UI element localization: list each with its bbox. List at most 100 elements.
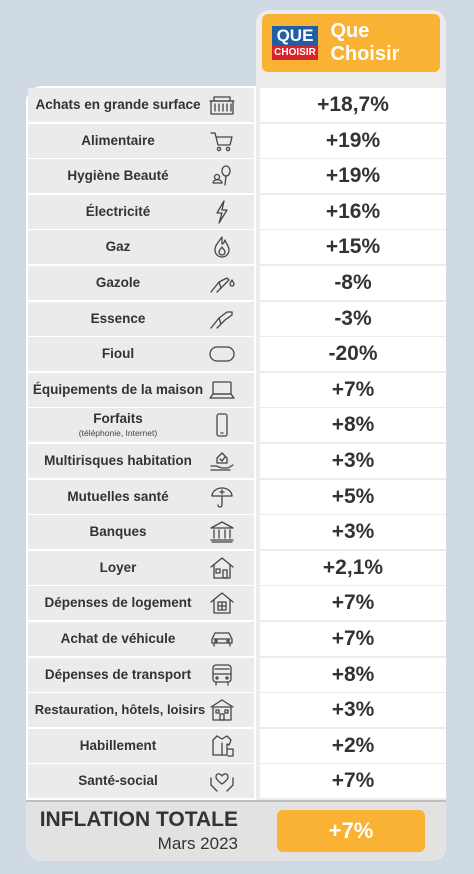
row-label: Achats en grande surface [32,88,204,122]
row-label: Alimentaire [32,124,204,158]
row-label-text: Restauration, hôtels, loisirs [34,701,206,717]
row-label-text: Achat de véhicule [60,630,176,646]
home-insurance-icon [208,448,236,474]
table-row: Restauration, hôtels, loisirs +3% [28,693,446,727]
row-label-text: Banques [89,523,147,539]
table-row: Hygiène Beauté +19% [28,159,446,193]
row-value: +3% [331,449,375,472]
row-label-cell [28,444,254,478]
row-label-text: Forfaits [93,410,143,426]
table-row: Équipements de la maison +7% [28,373,446,407]
row-label: Multirisques habitation [32,444,204,478]
table-row: Essence -3% [28,302,446,336]
logo-bottom-text: CHOISIR [272,46,318,60]
row-label-text: Essence [90,310,146,326]
row-label-cell [28,302,254,336]
table-row: Électricité +16% [28,195,446,229]
table-row: Gaz +15% [28,230,446,264]
row-label-text: Gaz [105,238,131,254]
table-row: Loyer +2,1% [28,551,446,585]
fuel-nozzle-icon [208,306,236,332]
row-value: -8% [334,271,372,294]
row-label-cell [28,373,254,407]
brand-header: QUE CHOISIR Que Choisir [262,14,440,72]
total-value: +7% [277,810,425,852]
row-value-cell [260,88,446,122]
row-value-cell [260,408,446,442]
row-value: +3% [331,520,375,543]
row-label-cell [28,551,254,585]
row-label: Restauration, hôtels, loisirs [30,693,210,727]
row-value: +7% [331,591,375,614]
table-row: Fioul -20% [28,337,446,371]
row-label-text: Loyer [99,559,137,575]
row-value: +7% [331,769,375,792]
beauty-products-icon [208,163,236,189]
table-row: Multirisques habitation +3% [28,444,446,478]
row-value: +8% [331,663,375,686]
total-subtitle: Mars 2023 [157,834,238,853]
laptop-icon [208,377,236,403]
flame-icon [208,234,236,260]
row-label-cell [28,230,254,264]
row-value-cell [260,586,446,620]
table-row: Achats en grande surface +18,7% [28,88,446,122]
row-value-cell [260,658,446,692]
row-value-cell [260,195,446,229]
row-value-cell [260,373,446,407]
row-label-text: Achats en grande surface [35,96,201,112]
row-value: +19% [325,129,381,152]
bus-icon [208,662,236,688]
row-label-text: Habillement [79,737,157,753]
row-label-cell [28,266,254,300]
row-label: Achat de véhicule [32,622,204,656]
row-label: Dépenses de transport [32,658,204,692]
row-value: +18,7% [317,93,389,116]
row-label: Banques [32,515,204,549]
health-umbrella-icon [208,484,236,510]
row-label-cell [28,408,254,442]
table-row: Habillement +2% [28,729,446,763]
lightning-icon [208,199,236,225]
table-row: Forfaits (téléphonie, Internet) +8% [28,408,446,442]
row-label: Mutuelles santé [32,480,204,514]
row-label: Hygiène Beauté [32,159,204,193]
row-value: +8% [331,413,375,436]
row-value-cell [260,124,446,158]
row-value: +15% [325,235,381,258]
row-label-text: Hygiène Beauté [67,167,169,183]
row-label-text: Dépenses de transport [44,666,192,682]
row-label-text: Alimentaire [81,132,155,148]
row-value-cell [260,302,446,336]
row-label: Gazole [32,266,204,300]
row-value-cell [260,337,446,371]
row-label-text: Multirisques habitation [44,452,192,468]
row-value: +19% [325,164,381,187]
row-label: Essence [32,302,204,336]
row-label: Équipements de la maison [32,373,204,407]
row-label: Santé-social [32,764,204,798]
fuel-nozzle-drop-icon [208,270,236,296]
house-icon [208,555,236,581]
row-label-text: Fioul [101,345,135,361]
total-title: INFLATION TOTALE [39,808,238,831]
care-hands-icon [208,768,236,794]
row-label-cell [28,764,254,798]
row-label-cell [28,159,254,193]
house-grid-icon [208,590,236,616]
row-value: +5% [331,485,375,508]
table-row: Dépenses de logement +7% [28,586,446,620]
hotel-icon [208,697,236,723]
row-label-cell [28,195,254,229]
row-value-cell [260,515,446,549]
row-value-cell [260,551,446,585]
row-label-subtext: (téléphonie, Internet) [78,427,158,438]
table-row: Mutuelles santé +5% [28,480,446,514]
row-value-cell [260,693,446,727]
row-label-cell [28,586,254,620]
row-label-cell [28,658,254,692]
row-label-cell [28,480,254,514]
smartphone-icon [208,412,236,438]
logo-top-text: QUE [272,26,318,46]
row-value-cell [260,266,446,300]
